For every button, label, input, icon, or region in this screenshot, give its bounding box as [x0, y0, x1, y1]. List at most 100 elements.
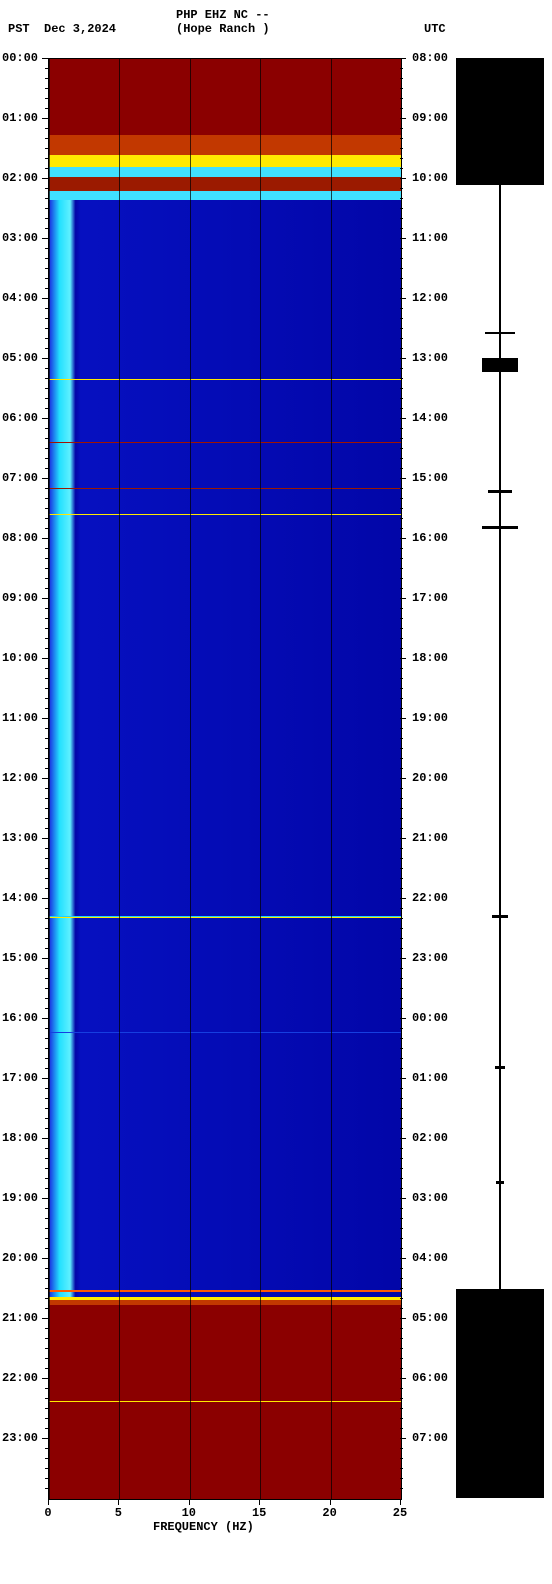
y-minor-tick-right: [400, 988, 403, 989]
y-minor-tick-left: [45, 968, 48, 969]
y-minor-tick-right: [400, 1368, 403, 1369]
y-minor-tick-left: [45, 548, 48, 549]
y-tick-right: [400, 1318, 406, 1319]
y-minor-tick-right: [400, 218, 403, 219]
y-minor-tick-right: [400, 458, 403, 459]
y-minor-tick-right: [400, 758, 403, 759]
y-minor-tick-left: [45, 138, 48, 139]
y-minor-tick-left: [45, 1068, 48, 1069]
waveform-segment: [499, 1184, 501, 1289]
y-minor-tick-right: [400, 1048, 403, 1049]
y-minor-tick-left: [45, 1308, 48, 1309]
waveform-segment: [499, 918, 501, 1066]
y-minor-tick-left: [45, 198, 48, 199]
y-minor-tick-left: [45, 758, 48, 759]
y-tick-right: [400, 238, 406, 239]
y-minor-tick-left: [45, 1088, 48, 1089]
y-minor-tick-left: [45, 678, 48, 679]
y-minor-tick-left: [45, 618, 48, 619]
grid-vertical: [119, 59, 120, 1499]
y-label-left: 11:00: [2, 711, 38, 725]
y-minor-tick-right: [400, 638, 403, 639]
y-minor-tick-left: [45, 978, 48, 979]
y-label-left: 10:00: [2, 651, 38, 665]
y-minor-tick-left: [45, 1238, 48, 1239]
y-minor-tick-left: [45, 798, 48, 799]
spectrogram-plot: [48, 58, 402, 1500]
y-minor-tick-left: [45, 1458, 48, 1459]
y-label-right: 12:00: [412, 291, 448, 305]
y-tick-left: [42, 1378, 48, 1379]
y-minor-tick-right: [400, 868, 403, 869]
y-minor-tick-left: [45, 318, 48, 319]
x-tick: [48, 1499, 49, 1505]
y-tick-left: [42, 838, 48, 839]
y-minor-tick-right: [400, 998, 403, 999]
y-minor-tick-left: [45, 348, 48, 349]
y-minor-tick-right: [400, 1448, 403, 1449]
spectrogram-band: [49, 167, 401, 177]
y-minor-tick-left: [45, 148, 48, 149]
y-minor-tick-left: [45, 948, 48, 949]
y-minor-tick-right: [400, 368, 403, 369]
y-minor-tick-left: [45, 518, 48, 519]
y-minor-tick-right: [400, 578, 403, 579]
x-tick-label: 20: [322, 1506, 336, 1520]
y-minor-tick-left: [45, 688, 48, 689]
y-label-left: 03:00: [2, 231, 38, 245]
spectrogram-container: PST Dec 3,2024 PHP EHZ NC -- (Hope Ranch…: [0, 0, 552, 1584]
y-minor-tick-right: [400, 1288, 403, 1289]
y-minor-tick-right: [400, 1118, 403, 1119]
y-minor-tick-left: [45, 708, 48, 709]
waveform-segment: [499, 529, 501, 915]
y-minor-tick-left: [45, 1358, 48, 1359]
grid-vertical: [190, 59, 191, 1499]
y-minor-tick-right: [400, 528, 403, 529]
y-minor-tick-right: [400, 388, 403, 389]
y-minor-tick-left: [45, 78, 48, 79]
y-tick-left: [42, 298, 48, 299]
y-minor-tick-left: [45, 1228, 48, 1229]
y-minor-tick-right: [400, 968, 403, 969]
y-minor-tick-left: [45, 848, 48, 849]
waveform-segment: [499, 185, 501, 332]
y-minor-tick-left: [45, 888, 48, 889]
y-minor-tick-left: [45, 368, 48, 369]
y-minor-tick-left: [45, 458, 48, 459]
y-label-right: 03:00: [412, 1191, 448, 1205]
y-label-right: 06:00: [412, 1371, 448, 1385]
y-minor-tick-left: [45, 1178, 48, 1179]
y-minor-tick-left: [45, 1188, 48, 1189]
spectrogram-band: [49, 135, 401, 155]
y-minor-tick-left: [45, 1058, 48, 1059]
y-minor-tick-left: [45, 728, 48, 729]
y-minor-tick-right: [400, 878, 403, 879]
y-minor-tick-right: [400, 198, 403, 199]
y-minor-tick-right: [400, 728, 403, 729]
y-minor-tick-left: [45, 928, 48, 929]
waveform-segment: [482, 358, 519, 372]
y-label-left: 01:00: [2, 111, 38, 125]
y-label-left: 04:00: [2, 291, 38, 305]
y-tick-right: [400, 718, 406, 719]
y-label-right: 20:00: [412, 771, 448, 785]
y-minor-tick-left: [45, 428, 48, 429]
y-tick-left: [42, 478, 48, 479]
y-minor-tick-left: [45, 508, 48, 509]
y-minor-tick-right: [400, 148, 403, 149]
y-label-left: 17:00: [2, 1071, 38, 1085]
y-minor-tick-right: [400, 588, 403, 589]
y-minor-tick-right: [400, 1208, 403, 1209]
y-tick-right: [400, 1438, 406, 1439]
spectrogram-band: [49, 155, 401, 167]
y-label-left: 15:00: [2, 951, 38, 965]
y-minor-tick-left: [45, 1468, 48, 1469]
y-minor-tick-right: [400, 428, 403, 429]
y-minor-tick-right: [400, 918, 403, 919]
y-minor-tick-left: [45, 1398, 48, 1399]
y-label-right: 22:00: [412, 891, 448, 905]
y-label-left: 22:00: [2, 1371, 38, 1385]
y-tick-right: [400, 778, 406, 779]
y-minor-tick-left: [45, 568, 48, 569]
y-minor-tick-right: [400, 318, 403, 319]
